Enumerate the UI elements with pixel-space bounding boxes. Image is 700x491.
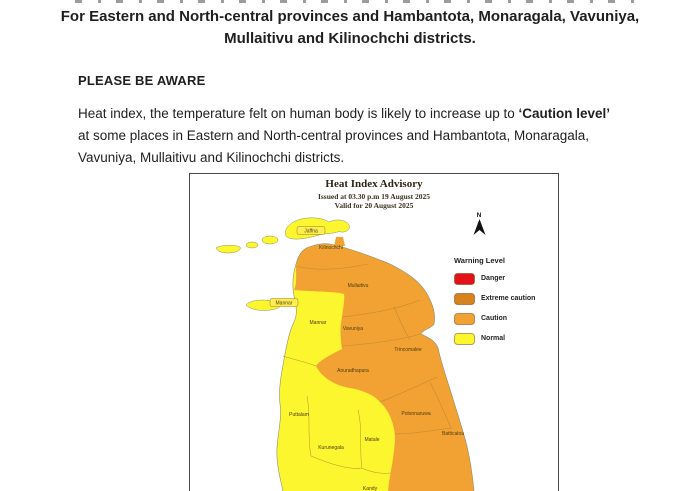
district-label-batticaloa: Batticaloa (442, 431, 464, 437)
legend-item-danger: Danger (454, 272, 554, 285)
island-caution-region (294, 243, 474, 491)
map-title-block: Heat Index Advisory Issued at 03.30 p.m … (190, 178, 558, 211)
caution-swatch (454, 312, 475, 325)
heat-index-map-figure: Jaffna Kilinochchi Mullaitivu Mannar Man… (189, 173, 559, 491)
north-arrow-icon (473, 219, 485, 235)
body-text-start: Heat index, the temperature felt on huma… (78, 106, 519, 121)
district-label-matale: Matale (364, 437, 379, 443)
svg-text:Mannar: Mannar (276, 301, 293, 307)
elephant-pass (334, 237, 345, 246)
legend-item-extreme-caution: Extreme caution (454, 292, 554, 305)
legend-label: Caution (481, 315, 508, 322)
district-boundaries (282, 263, 453, 474)
body-text-end: at some places in Eastern and North-cent… (78, 128, 590, 165)
map-title: Heat Index Advisory (325, 178, 423, 190)
danger-swatch (454, 272, 475, 285)
map-issued-line: Issued at 03.30 p.m 19 August 2025 (317, 191, 431, 201)
advisory-area-heading: For Eastern and North-central provinces … (60, 8, 640, 47)
north-arrow: N (470, 212, 488, 241)
please-be-aware-heading: PLEASE BE AWARE (78, 73, 206, 88)
sri-lanka-map: Jaffna Kilinochchi Mullaitivu Mannar Man… (215, 217, 475, 491)
legend-item-normal: Normal (454, 332, 554, 345)
extreme-caution-swatch (454, 292, 475, 305)
district-label-trincomalee: Trincomalee (394, 347, 422, 353)
district-label-jaffna: Jaffna (296, 226, 326, 235)
warning-level-legend: Warning Level Danger Extreme caution Cau… (454, 256, 554, 352)
district-label-kilinochchi: Kilinochchi (319, 245, 343, 251)
district-label-mannar: Mannar (310, 320, 327, 326)
district-label-kurunegala: Kurunegala (318, 445, 344, 451)
map-valid-line: Valid for 20 August 2025 (334, 201, 414, 211)
cropped-previous-line-remnant (75, 0, 640, 3)
district-label-anuradhapura: Anuradhapura (337, 368, 369, 374)
legend-title: Warning Level (454, 256, 505, 265)
district-label-vavuniya: Vavuniya (343, 326, 363, 332)
legend-label: Normal (481, 335, 506, 342)
delft-island (215, 244, 241, 254)
north-label: N (476, 212, 482, 219)
district-label-kandy: Kandy (363, 486, 378, 491)
legend-item-caution: Caution (454, 312, 554, 325)
caution-level-emphasis: ‘Caution level’ (518, 106, 611, 121)
district-label-puttalam: Puttalam (289, 412, 309, 418)
island-small-2 (261, 235, 279, 245)
legend-label: Danger (481, 275, 506, 282)
legend-label: Extreme caution (481, 295, 536, 302)
district-label-polonnaruwa: Polonnaruwa (401, 411, 430, 417)
district-label-mannar-town: Mannar (269, 298, 299, 307)
advisory-body-paragraph: Heat index, the temperature felt on huma… (78, 103, 622, 169)
district-label-mullaitivu: Mullaitivu (348, 283, 369, 289)
normal-swatch (454, 332, 475, 345)
island-small-1 (245, 241, 259, 249)
svg-text:Jaffna: Jaffna (304, 229, 318, 235)
